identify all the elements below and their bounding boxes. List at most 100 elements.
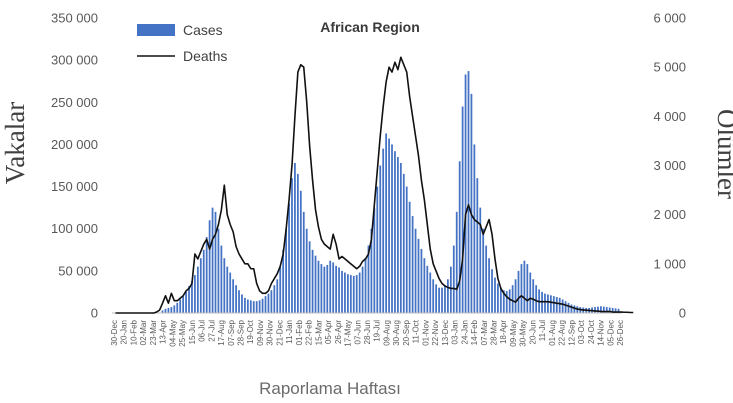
- y-axis-right-ticks: 0 1 000 2 000 3 000 4 000 5 000 6 000: [653, 11, 686, 321]
- x-tick-label: 11-Jul: [538, 320, 547, 341]
- y-right-tick-label: 6 000: [653, 11, 686, 26]
- case-bar: [470, 93, 473, 313]
- y-right-tick-label: 2 000: [653, 207, 686, 222]
- case-bar: [405, 186, 408, 313]
- y-right-tick-label: 0: [679, 306, 686, 321]
- x-axis-ticks: 30-Dec 20-Jan 10-Feb 02-Mar 23-Mar 13-Apr 04-M…: [110, 319, 625, 346]
- x-tick-label: 21-Dec: [275, 320, 284, 346]
- case-bar: [499, 287, 502, 313]
- case-bar: [191, 280, 193, 313]
- y-left-tick-label: 100 000: [51, 221, 98, 236]
- case-bar: [364, 258, 367, 313]
- case-bar: [264, 296, 267, 313]
- case-bar: [370, 228, 373, 313]
- y-right-tick-label: 1 000: [653, 256, 686, 271]
- x-tick-label: 17-May: [344, 320, 353, 347]
- case-bar: [352, 275, 355, 313]
- case-bar: [320, 264, 323, 313]
- case-bar: [208, 220, 211, 313]
- case-bar: [202, 249, 205, 313]
- case-bar: [558, 297, 561, 313]
- x-tick-label: 24-Jan: [460, 320, 469, 344]
- x-tick-label: 27-Jul: [207, 320, 216, 342]
- case-bar: [564, 301, 567, 313]
- x-tick-label: 05-Apr: [324, 320, 333, 344]
- case-bar: [597, 306, 599, 313]
- case-bar: [529, 272, 532, 313]
- case-bar: [464, 74, 467, 313]
- case-bar: [194, 275, 196, 313]
- case-bar: [549, 295, 552, 313]
- case-bar: [532, 279, 535, 313]
- legend-deaths-label: Deaths: [183, 48, 227, 64]
- x-tick-label: 09-May: [509, 320, 518, 347]
- case-bar: [491, 269, 493, 313]
- y-left-tick-label: 300 000: [51, 53, 98, 68]
- x-tick-label: 14-Feb: [470, 319, 479, 345]
- legend-cases-swatch: [137, 24, 175, 36]
- x-tick-label: 17-Aug: [217, 320, 226, 346]
- case-bar: [602, 306, 605, 313]
- case-bar: [329, 260, 332, 313]
- case-bar: [338, 267, 340, 313]
- case-bar: [391, 144, 393, 313]
- case-bar: [217, 228, 220, 313]
- case-bar: [326, 264, 329, 313]
- case-bar: [223, 258, 226, 313]
- x-tick-label: 09-Nov: [256, 320, 265, 346]
- case-bar: [196, 266, 199, 313]
- case-bar: [323, 266, 326, 313]
- case-bar: [273, 285, 276, 313]
- case-bar: [349, 275, 352, 313]
- x-tick-label: 18-Apr: [499, 320, 508, 344]
- x-tick-label: 12-Sep: [567, 319, 576, 345]
- y-left-tick-label: 150 000: [51, 179, 98, 194]
- x-tick-label: 01-Aug: [548, 320, 557, 346]
- y-left-tick-label: 0: [91, 306, 98, 321]
- x-tick-label: 26-Apr: [334, 320, 343, 344]
- case-bar: [544, 293, 546, 313]
- x-tick-label: 03-Jan: [451, 320, 460, 344]
- case-bar: [517, 270, 520, 313]
- case-bar: [488, 258, 490, 313]
- y-left-tick-label: 250 000: [51, 95, 98, 110]
- case-bar: [438, 287, 440, 313]
- case-bar: [458, 161, 461, 313]
- x-tick-label: 13-Apr: [159, 320, 168, 344]
- case-bar: [258, 300, 261, 313]
- case-bar: [535, 285, 538, 313]
- case-bar: [429, 272, 432, 313]
- case-bar: [600, 306, 602, 313]
- x-tick-label: 30-Nov: [266, 320, 275, 346]
- case-bar: [244, 297, 246, 313]
- case-bar: [188, 286, 190, 313]
- case-bar: [555, 296, 558, 313]
- case-bar: [482, 228, 485, 313]
- case-bar: [302, 211, 305, 313]
- case-bar: [335, 265, 337, 313]
- case-bar: [494, 277, 496, 313]
- deaths-line: [115, 56, 634, 314]
- x-tick-label: 30-Aug: [392, 320, 401, 346]
- case-bar: [388, 138, 390, 313]
- x-tick-label: 02-Mar: [139, 320, 148, 346]
- x-tick-label: 05-Dec: [606, 320, 615, 346]
- case-bar: [344, 272, 346, 313]
- x-tick-label: 04-May: [168, 320, 177, 347]
- case-bar: [276, 279, 279, 313]
- case-bar: [417, 238, 420, 313]
- x-tick-label: 06-Jul: [198, 320, 207, 342]
- case-bar: [282, 249, 285, 313]
- case-bar: [226, 266, 229, 313]
- case-bar: [332, 262, 335, 313]
- case-bar: [511, 285, 514, 313]
- y-axis-left-ticks: 0 50 000 100 000 150 000 200 000 250 000 300 0…: [51, 11, 98, 321]
- case-bar: [479, 207, 482, 313]
- case-bar: [502, 290, 505, 313]
- case-bar: [505, 291, 508, 313]
- x-tick-label: 20-Jan: [120, 320, 129, 344]
- case-bar: [441, 287, 443, 313]
- case-bar: [229, 272, 232, 313]
- case-bar: [402, 173, 405, 313]
